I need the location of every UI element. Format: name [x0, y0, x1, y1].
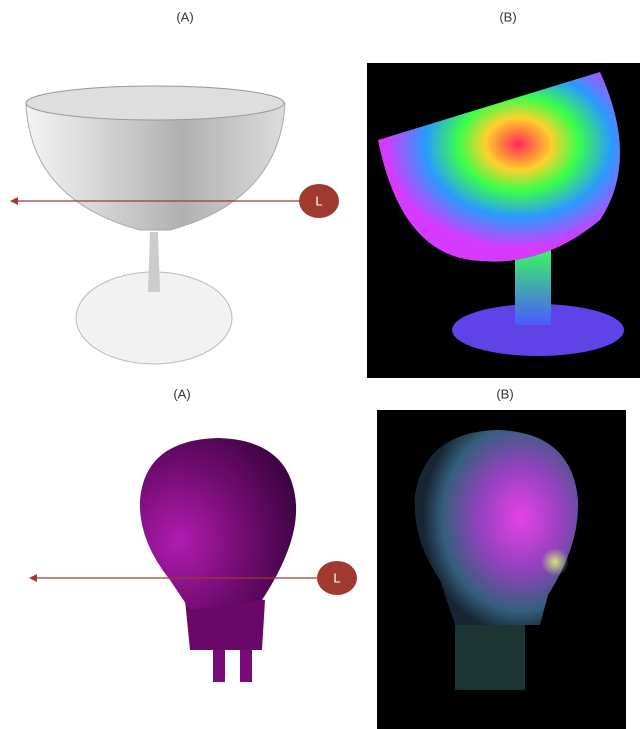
panel-label: (B) — [499, 9, 516, 24]
marker-label: L — [333, 570, 340, 585]
bulb-volume-render — [414, 430, 579, 690]
light-arrow: L — [10, 184, 339, 218]
goblet-volume-render — [378, 72, 624, 356]
panel-label: (B) — [496, 386, 513, 401]
light-arrow: L — [29, 561, 357, 595]
marker-label: L — [315, 193, 322, 208]
goblet-render — [25, 85, 286, 365]
panel-label: (A) — [173, 386, 190, 401]
panel-label: (A) — [176, 9, 193, 24]
bulb-render — [139, 438, 297, 682]
